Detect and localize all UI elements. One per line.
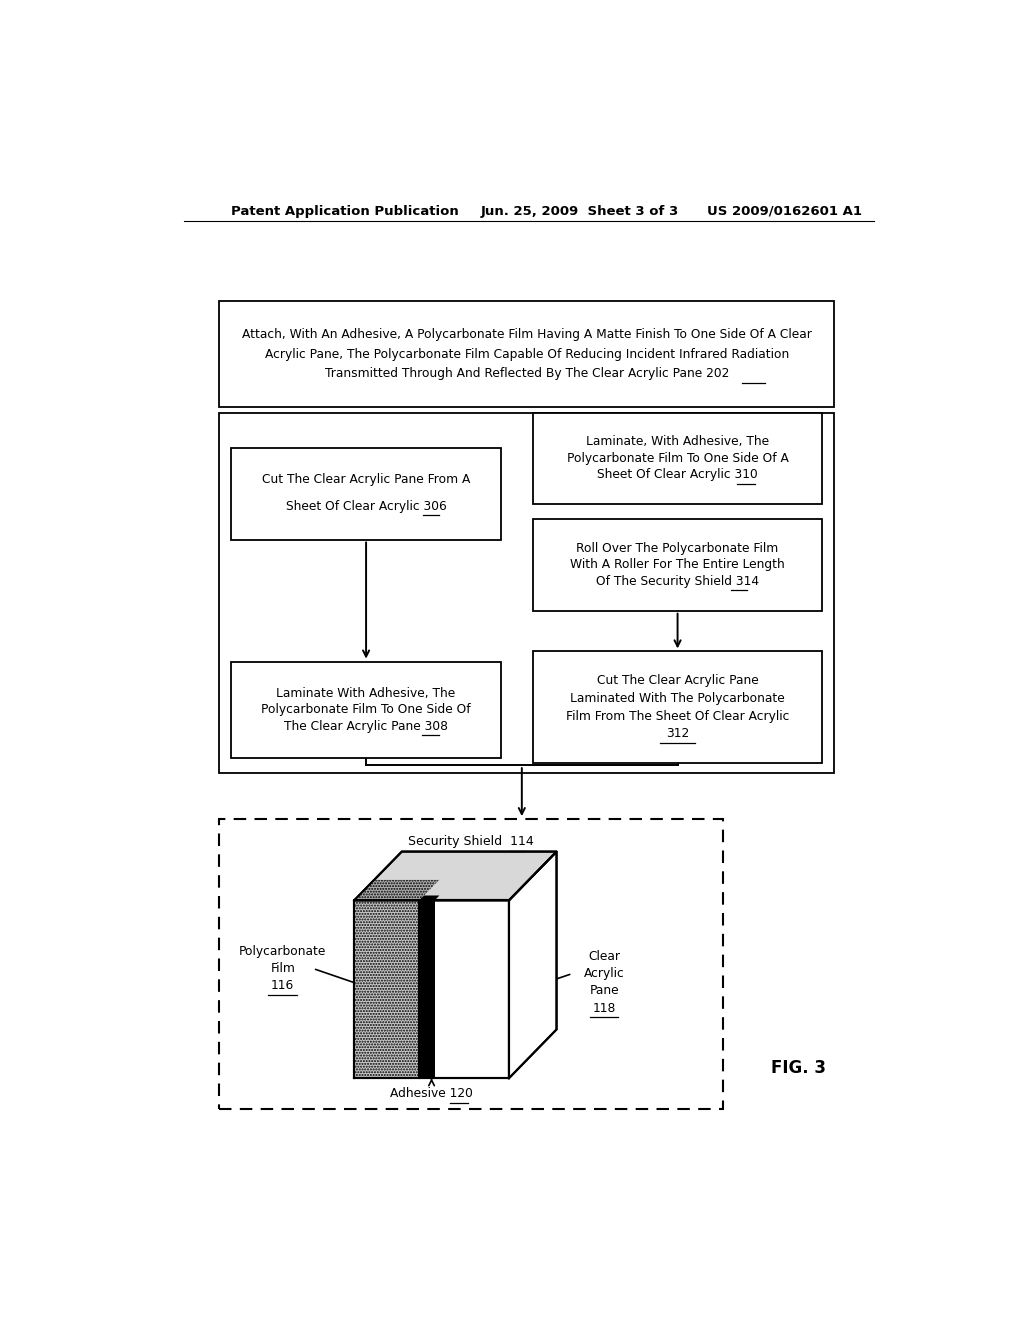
Text: Patent Application Publication: Patent Application Publication bbox=[231, 205, 459, 218]
Text: Pane: Pane bbox=[590, 985, 618, 998]
Text: FIG. 3: FIG. 3 bbox=[771, 1059, 826, 1077]
Text: The Clear Acrylic Pane 308: The Clear Acrylic Pane 308 bbox=[284, 719, 449, 733]
Text: Attach, With An Adhesive, A Polycarbonate Film Having A Matte Finish To One Side: Attach, With An Adhesive, A Polycarbonat… bbox=[242, 329, 812, 342]
Bar bbox=[419, 900, 434, 1078]
Text: Adhesive 120: Adhesive 120 bbox=[390, 1086, 473, 1100]
Text: 116: 116 bbox=[271, 979, 294, 993]
Text: Cut The Clear Acrylic Pane From A: Cut The Clear Acrylic Pane From A bbox=[262, 473, 470, 486]
Text: Laminate, With Adhesive, The: Laminate, With Adhesive, The bbox=[586, 436, 769, 449]
Polygon shape bbox=[509, 851, 557, 1078]
Bar bbox=[532, 413, 822, 504]
Text: Polycarbonate Film To One Side Of: Polycarbonate Film To One Side Of bbox=[261, 704, 471, 717]
Text: Cut The Clear Acrylic Pane: Cut The Clear Acrylic Pane bbox=[597, 675, 759, 688]
Text: Security Shield  114: Security Shield 114 bbox=[409, 836, 535, 847]
Polygon shape bbox=[354, 880, 439, 900]
Text: Transmitted Through And Reflected By The Clear Acrylic Pane 202: Transmitted Through And Reflected By The… bbox=[325, 367, 729, 380]
Text: With A Roller For The Entire Length: With A Roller For The Entire Length bbox=[570, 558, 785, 572]
Text: Acrylic Pane, The Polycarbonate Film Capable Of Reducing Incident Infrared Radia: Acrylic Pane, The Polycarbonate Film Cap… bbox=[264, 347, 788, 360]
Bar bbox=[219, 413, 835, 774]
Text: Roll Over The Polycarbonate Film: Roll Over The Polycarbonate Film bbox=[577, 543, 778, 556]
Text: Clear: Clear bbox=[588, 950, 621, 962]
Text: US 2009/0162601 A1: US 2009/0162601 A1 bbox=[708, 205, 862, 218]
Text: Polycarbonate Film To One Side Of A: Polycarbonate Film To One Side Of A bbox=[566, 451, 788, 465]
Text: Film From The Sheet Of Clear Acrylic: Film From The Sheet Of Clear Acrylic bbox=[566, 710, 790, 722]
Bar bbox=[231, 447, 501, 540]
Bar bbox=[532, 519, 822, 611]
Text: Film: Film bbox=[270, 962, 295, 975]
Text: Of The Security Shield 314: Of The Security Shield 314 bbox=[596, 574, 759, 587]
Polygon shape bbox=[354, 851, 557, 900]
Bar bbox=[231, 661, 501, 758]
Text: 312: 312 bbox=[666, 727, 689, 741]
Bar bbox=[354, 900, 419, 1078]
Bar bbox=[532, 651, 822, 763]
Polygon shape bbox=[419, 895, 439, 900]
Text: Acrylic: Acrylic bbox=[584, 968, 625, 979]
Bar bbox=[219, 301, 835, 408]
Text: Laminated With The Polycarbonate: Laminated With The Polycarbonate bbox=[570, 692, 785, 705]
Text: Laminate With Adhesive, The: Laminate With Adhesive, The bbox=[276, 686, 456, 700]
Text: Polycarbonate: Polycarbonate bbox=[239, 945, 327, 958]
Bar bbox=[434, 900, 509, 1078]
Bar bbox=[219, 818, 723, 1109]
Text: Sheet Of Clear Acrylic 306: Sheet Of Clear Acrylic 306 bbox=[286, 499, 446, 512]
Text: Jun. 25, 2009  Sheet 3 of 3: Jun. 25, 2009 Sheet 3 of 3 bbox=[481, 205, 679, 218]
Text: 118: 118 bbox=[593, 1002, 615, 1015]
Text: Sheet Of Clear Acrylic 310: Sheet Of Clear Acrylic 310 bbox=[597, 469, 758, 480]
